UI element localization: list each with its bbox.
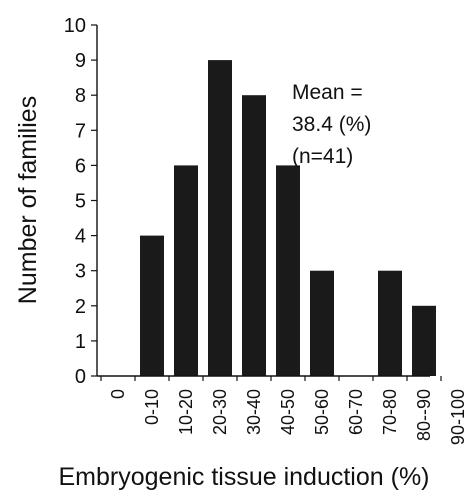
bars-group — [140, 60, 436, 376]
x-tick-label: 30-40 — [244, 389, 264, 435]
y-tick-label: 3 — [75, 261, 86, 283]
x-tick-label: 10-20 — [176, 389, 196, 435]
y-tick-label: 5 — [75, 191, 86, 213]
x-tick-label: 90-100 — [448, 389, 468, 445]
annotation-line-n: (n=41) — [292, 145, 353, 168]
bar — [174, 165, 198, 376]
x-tick-label: 40-50 — [278, 389, 298, 435]
bar — [412, 305, 436, 376]
x-tick-label: 60-70 — [346, 389, 366, 435]
x-tick-label: 0 — [108, 389, 128, 399]
x-axis-title: Embryogenic tissue induction (%) — [59, 463, 430, 491]
y-axis-title: Number of families — [14, 96, 42, 304]
x-ticks-group: 0 0-10 10-20 20-30 30-40 40-50 50-60 60-70 70-80… — [100, 376, 468, 445]
bar — [208, 60, 232, 376]
y-tick-label: 7 — [75, 120, 86, 142]
x-tick-label: 20-30 — [210, 389, 230, 435]
bar — [140, 235, 164, 376]
annotation-line-value: 38.4 (%) — [292, 113, 371, 136]
y-tick-label: 4 — [75, 226, 86, 248]
y-tick-label: 9 — [75, 50, 86, 72]
x-tick-label: 70-80 — [380, 389, 400, 435]
y-tick-label: 8 — [75, 85, 86, 107]
x-tick-label: 80--90 — [414, 389, 434, 441]
y-tick-label: 1 — [75, 331, 86, 353]
y-ticks-group: 0 1 2 3 4 5 6 7 8 9 10 — [64, 15, 97, 388]
bar — [378, 270, 402, 376]
annotation-line-mean: Mean = — [292, 81, 363, 104]
annotation: Mean = 38.4 (%) (n=41) — [292, 81, 371, 168]
y-tick-label: 10 — [64, 15, 86, 37]
bar — [242, 95, 266, 376]
y-tick-label: 6 — [75, 155, 86, 177]
y-tick-label: 2 — [75, 296, 86, 318]
y-tick-label: 0 — [75, 366, 86, 388]
bar — [276, 165, 300, 376]
bar — [310, 270, 334, 376]
x-tick-label: 50-60 — [312, 389, 332, 435]
x-tick-label: 0-10 — [142, 389, 162, 425]
